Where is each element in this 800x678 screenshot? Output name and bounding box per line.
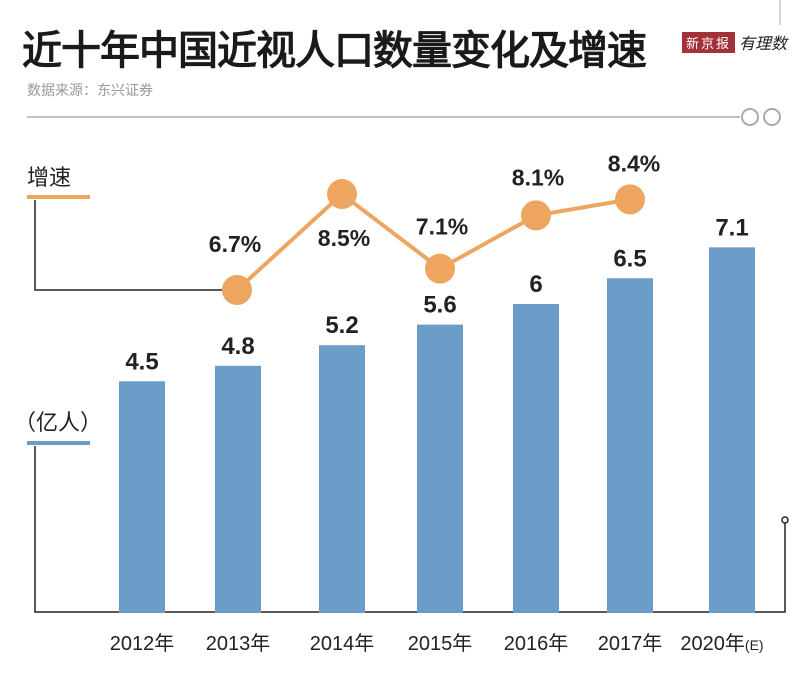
bar: [607, 278, 653, 613]
x-tick-label: 2015年: [408, 632, 473, 655]
x-tick-year: 2020年: [680, 632, 745, 655]
bar-label: 7.1: [715, 214, 748, 241]
growth-label: 7.1%: [416, 214, 468, 240]
bar: [513, 304, 559, 613]
x-tick-label: 2016年: [504, 632, 569, 655]
x-tick-label: 2014年: [310, 632, 375, 655]
x-tick-year: 2013年: [206, 632, 271, 655]
bar-label: 5.2: [325, 312, 358, 339]
x-tick-year: 2017年: [598, 632, 663, 655]
bar: [319, 345, 365, 613]
growth-point: [425, 253, 455, 284]
x-tick-label: 2012年: [110, 632, 175, 655]
bar-label: 4.5: [125, 348, 158, 375]
logo: 新京报 有理数: [682, 30, 787, 54]
logo-script: 有理数: [739, 34, 788, 53]
growth-point: [615, 184, 645, 215]
growth-point: [327, 179, 357, 210]
growth-label: 8.1%: [512, 164, 564, 190]
growth-label: 8.5%: [318, 225, 370, 251]
legend-bar-connector: [34, 446, 786, 613]
growth-point: [521, 200, 551, 231]
x-tick-suffix: (E): [745, 637, 764, 653]
x-tick-year: 2016年: [504, 632, 569, 655]
legend-line-label: 增速: [27, 165, 71, 190]
connector-end-dot: [781, 516, 789, 524]
x-tick-year: 2015年: [408, 632, 473, 655]
growth-label: 8.4%: [608, 150, 660, 176]
bar-label: 5.6: [423, 292, 456, 319]
bar-label: 6: [529, 271, 542, 298]
bar: [215, 365, 261, 613]
growth-label: 6.7%: [209, 231, 261, 257]
bar-label: 6.5: [613, 245, 646, 272]
divider-ring: [763, 108, 781, 126]
x-tick-label: 2017年: [598, 632, 663, 655]
logo-box: 新京报: [682, 31, 736, 53]
bar: [709, 247, 755, 613]
x-tick-year: 2012年: [110, 632, 175, 655]
x-tick-year: 2014年: [310, 632, 375, 655]
bar-label: 4.8: [221, 333, 254, 360]
bar: [417, 324, 463, 613]
data-source: 数据来源：东兴证券: [27, 83, 153, 99]
growth-point: [222, 275, 252, 305]
page-title: 近十年中国近视人口数量变化及增速: [22, 28, 647, 74]
x-tick-label: 2020年(E): [680, 632, 763, 655]
bar: [119, 381, 165, 613]
divider-ring: [741, 108, 759, 126]
legend-line-connector: [34, 200, 225, 291]
legend-bar-label: （亿人）: [14, 410, 102, 435]
x-tick-label: 2013年: [206, 632, 271, 655]
